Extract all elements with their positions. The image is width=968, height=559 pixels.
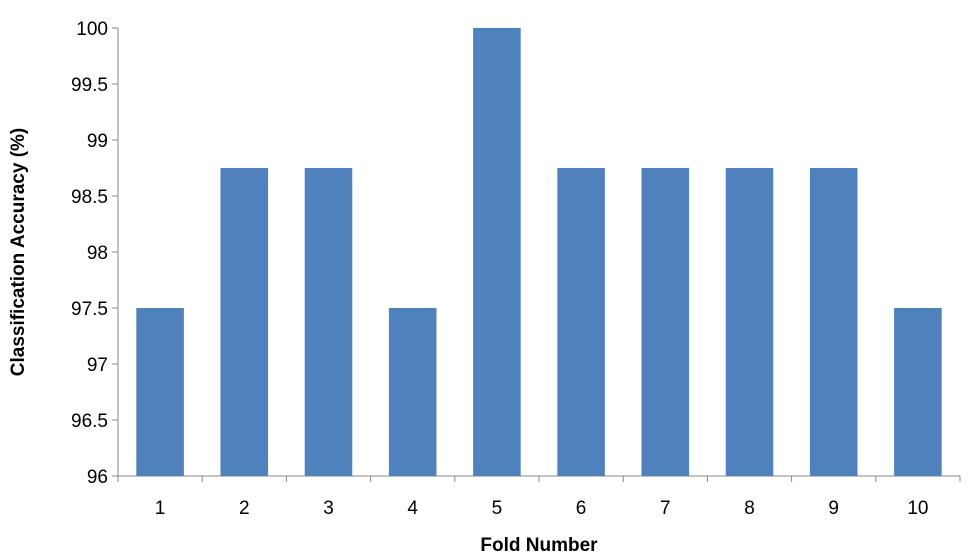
y-ticks: 96 96.5 97 97.5 98 98.5 99 99.5 100: [71, 19, 118, 488]
bar-fold-2: [220, 168, 269, 476]
bars: [136, 28, 942, 476]
bar-fold-4: [388, 308, 437, 476]
y-tick-label: 99: [87, 131, 108, 152]
x-tick-label: 10: [907, 498, 928, 519]
bar-fold-5: [473, 28, 521, 476]
bar-fold-3: [304, 168, 353, 476]
x-tick-label: 8: [744, 498, 755, 519]
x-tick-label: 2: [239, 498, 250, 519]
x-tick-label: 9: [828, 498, 839, 519]
bar-fold-6: [557, 168, 605, 476]
x-tick-label: 3: [323, 498, 334, 519]
y-tick-label: 97.5: [71, 299, 108, 320]
x-tick-label: 7: [660, 498, 671, 519]
y-tick-label: 96.5: [71, 411, 108, 432]
x-tick-label: 1: [155, 498, 166, 519]
x-tick-label: 6: [576, 498, 587, 519]
x-ticks: 1 2 3 4 5 6 7 8 9 10: [117, 476, 961, 519]
bar-fold-7: [641, 168, 690, 476]
x-axis-title: Fold Number: [480, 535, 598, 556]
bar-fold-9: [809, 168, 858, 476]
bar-fold-1: [136, 308, 184, 476]
bar-fold-8: [725, 168, 774, 476]
y-tick-label: 97: [87, 355, 108, 376]
x-tick-label: 5: [492, 498, 503, 519]
x-tick-label: 4: [407, 498, 418, 519]
y-axis-title: Classification Accuracy (%): [8, 128, 29, 377]
y-tick-label: 96: [87, 467, 108, 488]
bar-fold-10: [894, 308, 942, 476]
y-tick-label: 98: [87, 243, 108, 264]
y-tick-label: 99.5: [71, 75, 108, 96]
y-tick-label: 98.5: [71, 187, 108, 208]
y-tick-label: 100: [76, 19, 108, 40]
